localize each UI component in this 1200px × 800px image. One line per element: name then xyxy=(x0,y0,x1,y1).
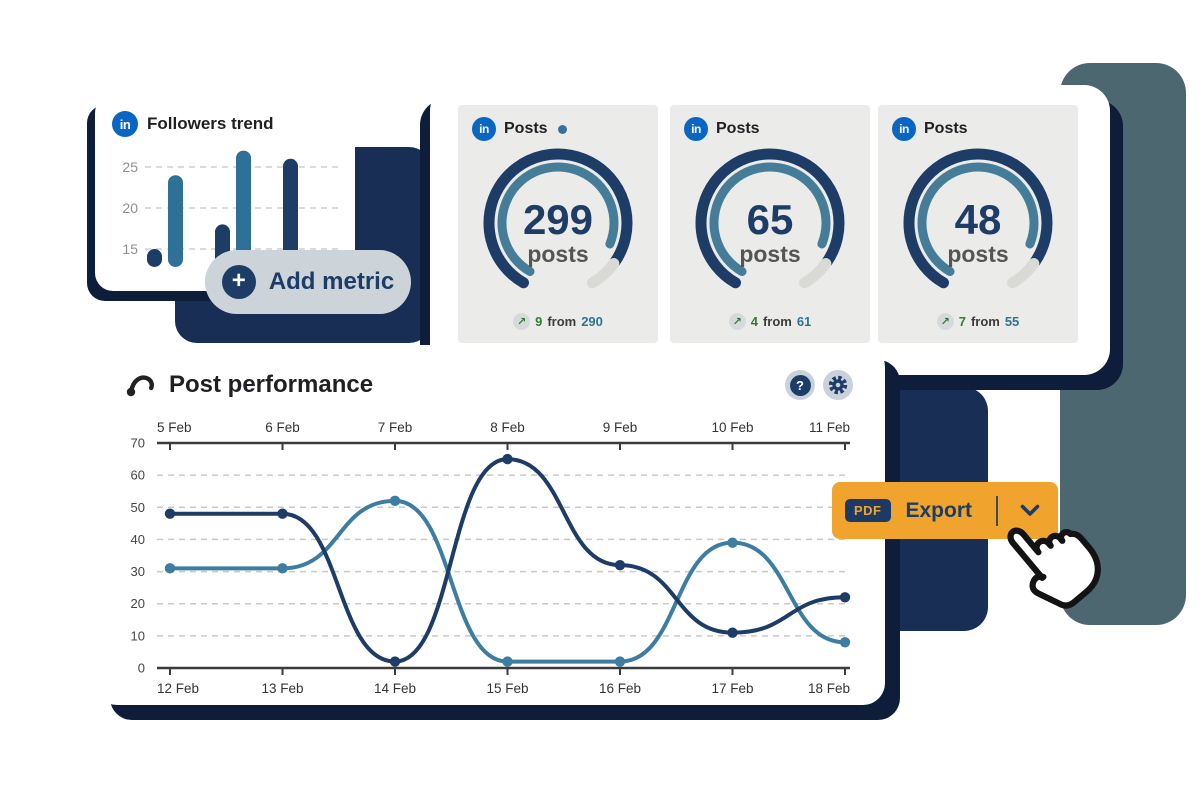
trend-delta: 9 xyxy=(535,314,543,329)
linkedin-icon: in xyxy=(472,117,496,141)
performance-card-title: Post performance xyxy=(169,371,374,398)
followers-card-title: Followers trend xyxy=(147,114,274,133)
linkedin-icon: in xyxy=(684,117,708,141)
posts-gauge xyxy=(695,148,845,289)
posts-gauge xyxy=(483,148,633,289)
posts-gauge xyxy=(903,148,1053,289)
svg-text:15 Feb: 15 Feb xyxy=(486,681,528,696)
gauge-trend-stat: ↗ 4 from 61 xyxy=(670,313,870,330)
svg-text:30: 30 xyxy=(131,564,145,579)
post-performance-line-chart: 0 10 20 30 40 50 60 70 5 Feb 6 Feb 7 Feb 8 Feb 9 Feb… xyxy=(131,420,851,696)
export-divider xyxy=(996,495,998,526)
svg-text:20: 20 xyxy=(122,200,138,216)
posts-gauges-card: in Posts 299 posts ↗ 9 from 290 in Posts… xyxy=(430,85,1110,375)
gauge-panel-label: Posts xyxy=(504,120,548,137)
svg-text:60: 60 xyxy=(131,468,145,483)
gauge-panel-header: in Posts xyxy=(458,105,658,141)
trend-from-word: from xyxy=(970,314,1000,329)
followers-bar-chart: 25 20 15 xyxy=(122,150,339,267)
gauge-trend-stat: ↗ 7 from 55 xyxy=(878,313,1078,330)
gauge-unit: posts xyxy=(739,241,801,267)
followers-card-header: in Followers trend xyxy=(95,95,355,137)
svg-text:17 Feb: 17 Feb xyxy=(711,681,753,696)
svg-text:70: 70 xyxy=(131,436,145,451)
svg-text:20: 20 xyxy=(131,596,145,611)
settings-button[interactable] xyxy=(823,370,853,400)
svg-text:25: 25 xyxy=(122,159,138,175)
post-performance-card: Post performance ? 0 10 20 30 40 50 60 70 5 Feb 6… xyxy=(95,345,885,705)
svg-text:7 Feb: 7 Feb xyxy=(378,420,413,435)
pdf-badge: PDF xyxy=(845,499,891,522)
trend-up-icon: ↗ xyxy=(936,313,954,330)
trend-up-icon: ↗ xyxy=(513,313,531,330)
gauge-panel-label: Posts xyxy=(716,120,760,137)
add-metric-button[interactable]: + Add metric xyxy=(205,250,411,314)
svg-text:10 Feb: 10 Feb xyxy=(711,420,753,435)
linkedin-icon: in xyxy=(892,117,916,141)
trend-previous-value: 290 xyxy=(581,314,603,329)
svg-text:5 Feb: 5 Feb xyxy=(157,420,192,435)
svg-text:12 Feb: 12 Feb xyxy=(157,681,199,696)
question-mark-icon: ? xyxy=(789,374,811,396)
gauge-trend-stat: ↗ 9 from 290 xyxy=(458,313,658,330)
performance-card-header: Post performance xyxy=(95,345,885,399)
svg-text:15: 15 xyxy=(122,241,138,257)
gauge-value: 299 xyxy=(522,196,594,243)
svg-text:50: 50 xyxy=(131,500,145,515)
chevron-down-icon[interactable] xyxy=(1020,504,1040,517)
posts-gauge-panel-2: in Posts 65 posts ↗ 4 from 61 xyxy=(670,105,870,343)
svg-text:11 Feb: 11 Feb xyxy=(809,420,850,435)
trend-previous-value: 55 xyxy=(1004,314,1020,329)
svg-text:40: 40 xyxy=(131,532,145,547)
gauge-panel-header: in Posts xyxy=(670,105,870,141)
gauge-unit: posts xyxy=(947,241,1009,267)
svg-text:8 Feb: 8 Feb xyxy=(490,420,525,435)
svg-text:0: 0 xyxy=(138,661,145,676)
svg-text:9 Feb: 9 Feb xyxy=(603,420,638,435)
trend-from-word: from xyxy=(762,314,792,329)
trend-from-word: from xyxy=(547,314,577,329)
status-dot-icon xyxy=(557,124,567,134)
gauge-value: 65 xyxy=(746,196,794,243)
gauge-panel-label: Posts xyxy=(924,120,968,137)
export-button-label: Export xyxy=(905,498,973,522)
line-chart-icon xyxy=(126,375,154,397)
svg-text:18 Feb: 18 Feb xyxy=(808,681,850,696)
trend-up-icon: ↗ xyxy=(728,313,746,330)
gauge-value: 48 xyxy=(954,196,1002,243)
svg-text:16 Feb: 16 Feb xyxy=(599,681,641,696)
svg-text:14 Feb: 14 Feb xyxy=(374,681,416,696)
plus-icon: + xyxy=(221,265,256,299)
gear-icon xyxy=(828,375,848,395)
svg-text:10: 10 xyxy=(131,628,145,643)
linkedin-icon: in xyxy=(112,111,138,137)
trend-delta: 7 xyxy=(958,314,966,329)
add-metric-label: Add metric xyxy=(268,268,395,295)
svg-text:6 Feb: 6 Feb xyxy=(265,420,300,435)
svg-text:13 Feb: 13 Feb xyxy=(261,681,303,696)
trend-delta: 4 xyxy=(750,314,758,329)
hand-cursor-icon xyxy=(1007,527,1101,609)
posts-gauge-panel-1: in Posts 299 posts ↗ 9 from 290 xyxy=(458,105,658,343)
performance-card-actions: ? xyxy=(785,370,853,400)
gauge-panel-header: in Posts xyxy=(878,105,1078,141)
gauge-unit: posts xyxy=(527,241,589,267)
help-button[interactable]: ? xyxy=(785,370,815,400)
posts-gauge-panel-3: in Posts 48 posts ↗ 7 from 55 xyxy=(878,105,1078,343)
trend-previous-value: 61 xyxy=(796,314,812,329)
